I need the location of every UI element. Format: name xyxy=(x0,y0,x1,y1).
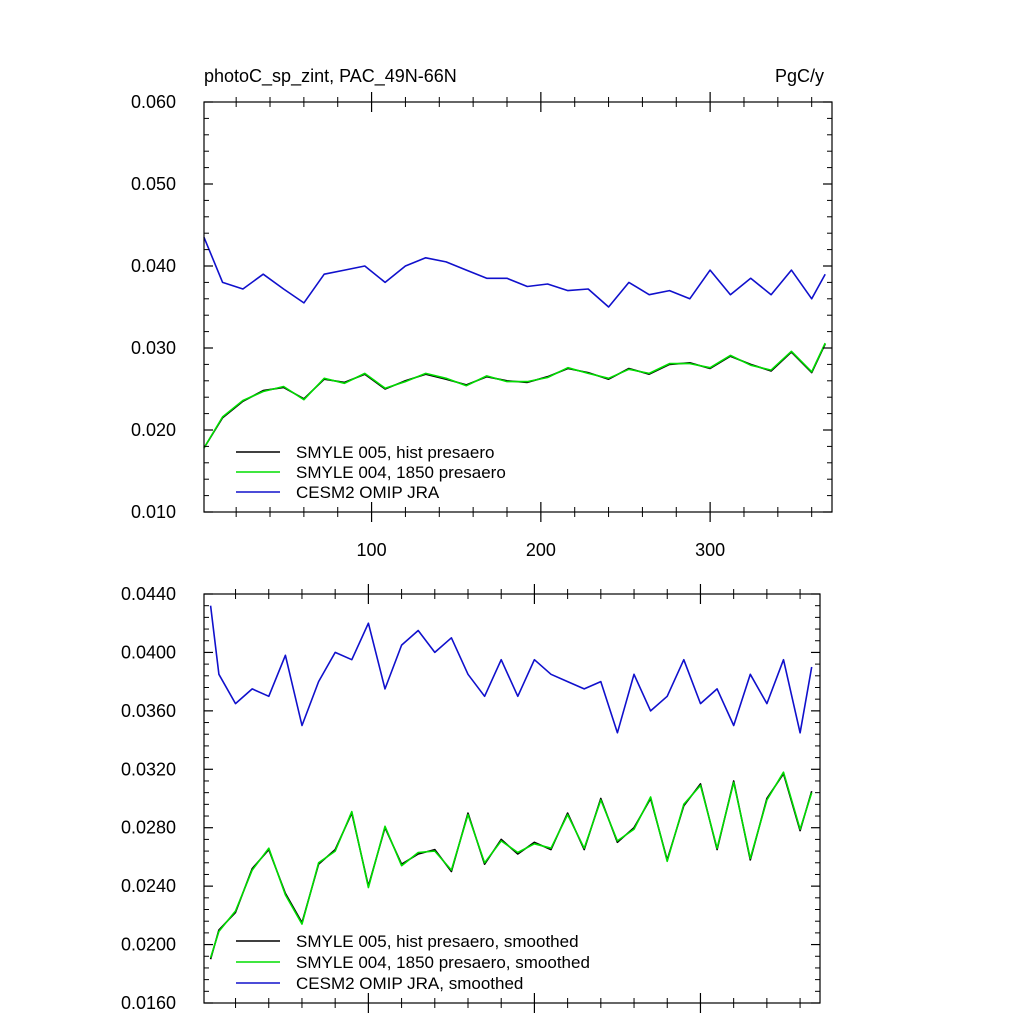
legend-label: SMYLE 005, hist presaero, smoothed xyxy=(296,932,579,951)
legend-label: SMYLE 004, 1850 presaero, smoothed xyxy=(296,953,590,972)
top-chart-panel: 0.010 0.020 0.030 0.040 0.050 0.060 100 200 300 S… xyxy=(131,92,833,560)
series-line-1-1 xyxy=(209,771,813,958)
x-tick-label: 200 xyxy=(526,540,556,560)
header-right-title: PgC/y xyxy=(775,66,824,86)
y-tick-label: 0.0360 xyxy=(121,701,176,721)
legend-label: SMYLE 005, hist presaero xyxy=(296,443,494,462)
plot-frame xyxy=(203,593,821,1004)
plot-frame xyxy=(203,101,833,513)
y-tick-label: 0.0440 xyxy=(121,584,176,604)
y-tick-label: 0.020 xyxy=(131,420,176,440)
y-tick-label: 0.050 xyxy=(131,174,176,194)
y-tick-label: 0.0320 xyxy=(121,759,176,779)
y-tick-label: 0.040 xyxy=(131,256,176,276)
x-tick-label: 100 xyxy=(357,540,387,560)
y-tick-label: 0.060 xyxy=(131,92,176,112)
bottom-chart-panel: 0.0160 0.0200 0.0240 0.0280 0.0320 0.0360 0.04… xyxy=(121,584,821,1013)
series-line-1-2 xyxy=(209,605,813,734)
y-tick-label: 0.0280 xyxy=(121,818,176,838)
y-tick-label: 0.0240 xyxy=(121,876,176,896)
y-tick-label: 0.010 xyxy=(131,502,176,522)
legend-label: CESM2 OMIP JRA xyxy=(296,483,440,502)
series-line-0-2 xyxy=(203,236,826,308)
y-tick-label: 0.030 xyxy=(131,338,176,358)
series-line-0-1 xyxy=(203,342,826,449)
legend-label: CESM2 OMIP JRA, smoothed xyxy=(296,974,523,993)
x-tick-label: 300 xyxy=(695,540,725,560)
legend-label: SMYLE 004, 1850 presaero xyxy=(296,463,506,482)
y-tick-label: 0.0160 xyxy=(121,993,176,1013)
header-left-title: photoC_sp_zint, PAC_49N-66N xyxy=(204,66,457,87)
y-tick-label: 0.0400 xyxy=(121,642,176,662)
y-tick-label: 0.0200 xyxy=(121,935,176,955)
